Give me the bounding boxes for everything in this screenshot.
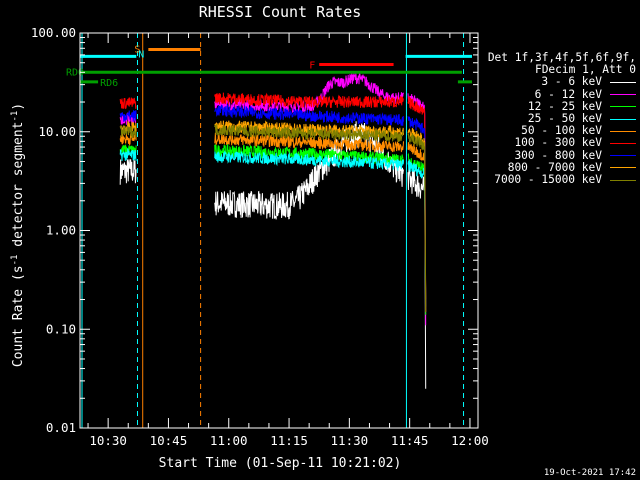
- trace-5-segment-0: [119, 96, 137, 110]
- legend-entry-label: 6 - 12 keV: [534, 87, 602, 101]
- legend-entry-2: 12 - 25 keV: [478, 99, 636, 113]
- trace-2-segment-1: [214, 142, 404, 167]
- x-tick-label-3: 11:15: [270, 433, 308, 448]
- legend-entry-6: 300 - 800 keV: [478, 148, 636, 162]
- legend-header-detectors: Det 1f,3f,4f,5f,6f,9f,: [487, 51, 636, 64]
- trace-4-segment-1: [214, 131, 404, 154]
- chart-title: RHESSI Count Rates: [199, 3, 362, 21]
- legend-swatch: [610, 118, 636, 120]
- legend-entry-label: 25 - 50 keV: [527, 112, 602, 126]
- y-axis-label: Count Rate (s-1 detector segment-1): [10, 103, 26, 367]
- y-tick-label-2: 1.00: [46, 223, 76, 238]
- legend-entry-label: 50 - 100 keV: [521, 124, 602, 138]
- x-tick-label-2: 11:00: [210, 433, 248, 448]
- trace-6-segment-2: [407, 116, 427, 312]
- legend-entry-label: 3 - 6 keV: [541, 75, 602, 89]
- x-tick-label-6: 12:00: [451, 433, 489, 448]
- legend-entry-4: 50 - 100 keV: [478, 125, 636, 137]
- legend-entry-8: 7000 - 15000 keV: [478, 173, 636, 187]
- trace-4-segment-2: [407, 142, 427, 300]
- legend-entry-0: 3 - 6 keV: [478, 76, 636, 88]
- trace-5-segment-1: [214, 92, 404, 109]
- legend-swatch: [610, 179, 636, 181]
- legend-entry-label: 7000 - 15000 keV: [494, 173, 602, 187]
- legend-entry-1: 6 - 12 keV: [478, 87, 636, 101]
- legend-entries: 3 - 6 keV 6 - 12 keV 12 - 25 keV 25 - 50 ke…: [478, 76, 636, 186]
- trace-8-segment-2: [407, 132, 427, 312]
- generation-timestamp: 19-Oct-2021 17:42: [543, 468, 636, 478]
- legend-entry-label: 100 - 300 keV: [514, 136, 602, 150]
- flag-label-rd6-1: RD6: [100, 78, 118, 89]
- legend-entry-3: 25 - 50 keV: [478, 112, 636, 126]
- trace-6-segment-0: [119, 110, 137, 122]
- legend-swatch: [610, 167, 636, 169]
- legend-entry-label: 12 - 25 keV: [527, 99, 602, 113]
- trace-4-segment-0: [119, 133, 137, 147]
- trace-8-segment-1: [214, 123, 404, 143]
- y-tick-label-4: 0.01: [46, 420, 76, 435]
- legend-swatch: [610, 82, 636, 83]
- trace-3-segment-0: [119, 147, 137, 162]
- flag-label-rd0-0: RD0: [66, 67, 84, 78]
- flag-label-s-3: S: [134, 45, 140, 56]
- legend-entry-label: 800 - 7000 keV: [507, 160, 602, 174]
- flag-label-n-4: N: [138, 49, 144, 60]
- trace-0-segment-2: [407, 164, 427, 389]
- x-axis-label: Start Time (01-Sep-11 10:21:02): [159, 456, 402, 471]
- x-tick-label-0: 10:30: [89, 433, 127, 448]
- trace-3-segment-2: [407, 159, 427, 307]
- trace-3-segment-1: [214, 150, 404, 171]
- trace-6-segment-1: [214, 103, 404, 126]
- legend-entry-7: 800 - 7000 keV: [478, 160, 636, 174]
- trace-5-segment-2: [407, 95, 427, 312]
- legend-swatch: [610, 155, 636, 157]
- legend-header-decim: FDecim 1, Att 0: [534, 63, 636, 77]
- state-flags: RD0 RD6 SN F: [66, 45, 472, 89]
- y-tick-label-3: 0.10: [46, 321, 76, 336]
- x-tick-label-4: 11:30: [331, 433, 369, 448]
- legend-swatch: [610, 106, 636, 108]
- y-tick-label-0: 100.00: [31, 25, 76, 40]
- x-tick-label-1: 10:45: [150, 433, 188, 448]
- trace-8-segment-0: [119, 125, 137, 139]
- legend-swatch: [610, 130, 636, 132]
- axes: 100.00 10.00 1.00 0.10 0.01 10:30 10:45 11:00 11…: [31, 25, 489, 448]
- legend-swatch: [610, 94, 636, 96]
- flag-label-f-6: F: [309, 60, 315, 71]
- legend-entry-label: 300 - 800 keV: [514, 148, 602, 162]
- trace-2-segment-0: [119, 144, 137, 156]
- y-tick-label-1: 10.00: [38, 124, 76, 139]
- trace-7-segment-2: [407, 128, 427, 312]
- x-tick-label-5: 11:45: [391, 433, 429, 448]
- legend-entry-5: 100 - 300 keV: [478, 137, 636, 149]
- legend-swatch: [610, 143, 636, 145]
- legend: Det 1f,3f,4f,5f,6f,9f, FDecim 1, Att 0 3…: [478, 51, 636, 186]
- trace-0-segment-0: [119, 158, 137, 185]
